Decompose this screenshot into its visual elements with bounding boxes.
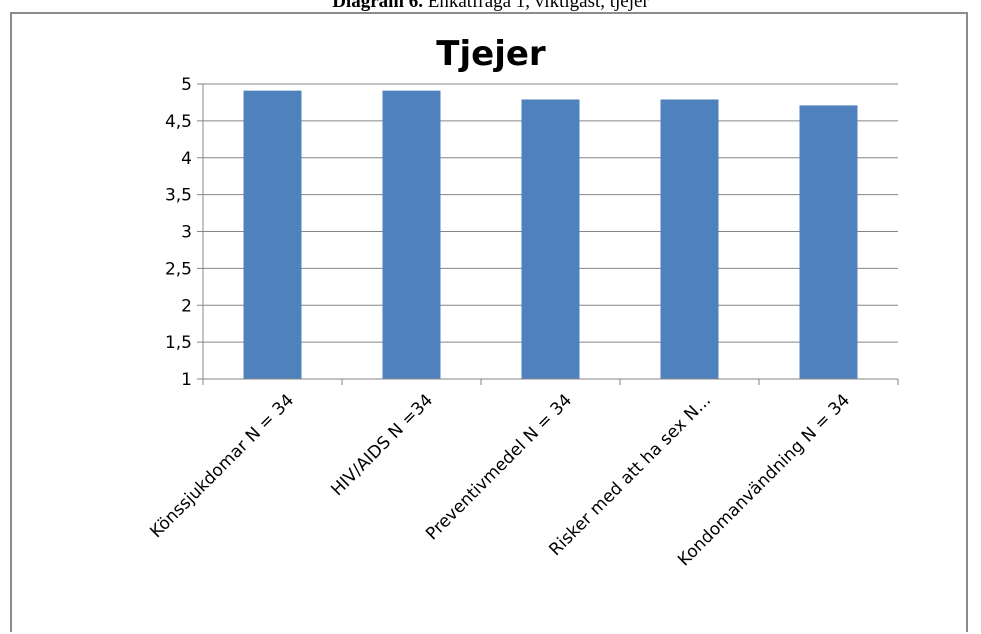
bar xyxy=(799,105,858,379)
x-tick-label: Preventivmedel N = 34 xyxy=(422,390,576,544)
bar xyxy=(660,99,719,380)
x-tick-label: Könssjukdomar N = 34 xyxy=(146,390,298,542)
figure-caption: Diagram 6. Enkätfråga 1, viktigast, tjej… xyxy=(0,0,981,12)
x-tick-label: Risker med att ha sex N... xyxy=(545,390,715,560)
y-tick-label: 3,5 xyxy=(165,186,192,206)
y-tick-label: 3 xyxy=(181,223,192,243)
chart-title: Tjejer xyxy=(436,34,546,74)
caption-text: Enkätfråga 1, viktigast, tjejer xyxy=(422,0,649,12)
x-tick-label: HIV/AIDS N =34 xyxy=(327,390,437,500)
bar xyxy=(382,90,441,379)
caption-label: Diagram 6. xyxy=(332,0,423,12)
y-tick-label: 1 xyxy=(181,370,192,390)
bar-chart: Tjejer 1 1,5 2 2,5 3 3,5 4 4,5 5 Könssjukdomar N … xyxy=(146,34,899,570)
chart-area: Tjejer 1 1,5 2 2,5 3 3,5 4 4,5 5 Könssjukdomar N … xyxy=(10,12,968,632)
y-tick-label: 5 xyxy=(181,75,192,95)
y-tick-label: 4 xyxy=(181,149,192,169)
y-tick-label: 1,5 xyxy=(165,333,192,353)
axes xyxy=(197,83,899,385)
y-tick-label: 4,5 xyxy=(165,112,192,132)
bar xyxy=(521,99,580,380)
y-tick-label: 2 xyxy=(181,296,192,316)
y-tick-label: 2,5 xyxy=(165,259,192,279)
bar xyxy=(243,90,302,379)
bars xyxy=(243,90,858,380)
